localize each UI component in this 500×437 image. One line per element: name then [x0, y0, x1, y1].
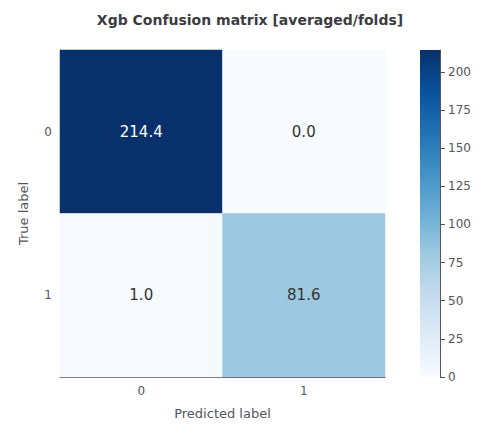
svg-text:75: 75: [448, 256, 463, 270]
svg-text:1: 1: [44, 288, 52, 302]
svg-text:0: 0: [448, 370, 456, 384]
svg-text:150: 150: [448, 141, 471, 155]
svg-text:Xgb Confusion matrix [averaged: Xgb Confusion matrix [averaged/folds]: [97, 12, 403, 28]
svg-text:True label: True label: [16, 182, 31, 246]
svg-text:81.6: 81.6: [287, 286, 320, 304]
svg-text:Predicted label: Predicted label: [174, 406, 271, 421]
svg-text:25: 25: [448, 332, 463, 346]
svg-text:125: 125: [448, 179, 471, 193]
svg-text:0.0: 0.0: [292, 123, 316, 141]
svg-text:1: 1: [300, 384, 308, 398]
svg-text:1.0: 1.0: [129, 286, 153, 304]
svg-text:100: 100: [448, 217, 471, 231]
svg-text:50: 50: [448, 294, 463, 308]
svg-text:0: 0: [44, 125, 52, 139]
svg-text:214.4: 214.4: [120, 123, 163, 141]
svg-text:0: 0: [137, 384, 145, 398]
svg-text:200: 200: [448, 65, 471, 79]
svg-text:175: 175: [448, 103, 471, 117]
